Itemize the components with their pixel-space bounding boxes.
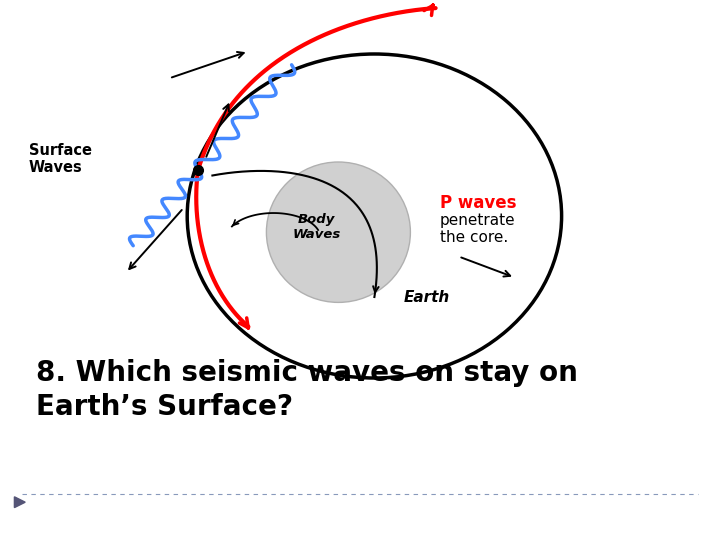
Text: P waves: P waves bbox=[440, 194, 516, 212]
Ellipse shape bbox=[266, 162, 410, 302]
Text: Surface
Waves: Surface Waves bbox=[29, 143, 92, 176]
Text: penetrate
the core.: penetrate the core. bbox=[440, 213, 516, 245]
Text: Body
Waves: Body Waves bbox=[292, 213, 341, 241]
Text: 8. Which seismic waves on stay on
Earth’s Surface?: 8. Which seismic waves on stay on Earth’… bbox=[36, 359, 578, 421]
Polygon shape bbox=[14, 497, 25, 508]
Text: Earth: Earth bbox=[404, 289, 450, 305]
